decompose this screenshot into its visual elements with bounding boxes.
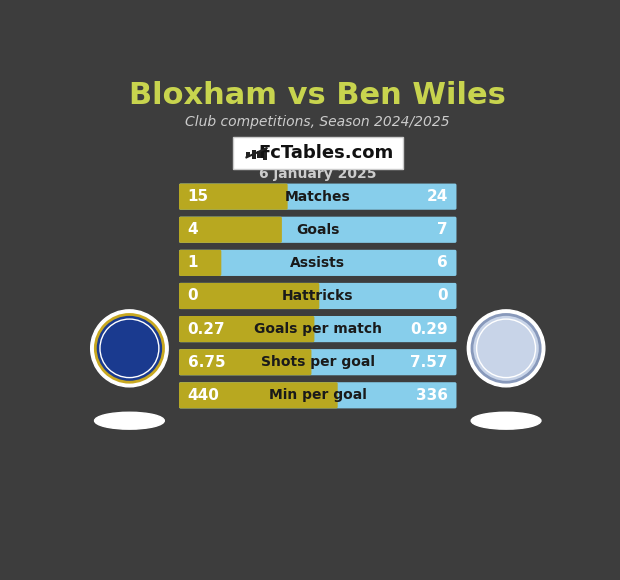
Bar xyxy=(257,151,261,158)
Text: Matches: Matches xyxy=(285,190,351,204)
Text: 7.57: 7.57 xyxy=(410,355,448,369)
FancyBboxPatch shape xyxy=(179,217,282,243)
Text: Shots per goal: Shots per goal xyxy=(261,355,374,369)
FancyBboxPatch shape xyxy=(179,250,456,276)
FancyBboxPatch shape xyxy=(179,349,456,375)
Text: 336: 336 xyxy=(416,388,448,403)
Text: 15: 15 xyxy=(187,189,209,204)
Bar xyxy=(252,150,255,159)
FancyBboxPatch shape xyxy=(179,183,456,210)
FancyBboxPatch shape xyxy=(179,183,288,210)
FancyBboxPatch shape xyxy=(179,283,319,309)
Text: Assists: Assists xyxy=(290,256,345,270)
Text: 6 january 2025: 6 january 2025 xyxy=(259,166,376,180)
FancyBboxPatch shape xyxy=(179,382,338,408)
Bar xyxy=(263,148,267,161)
FancyBboxPatch shape xyxy=(179,250,221,276)
Text: 440: 440 xyxy=(187,388,219,403)
Text: 6: 6 xyxy=(437,255,448,270)
FancyBboxPatch shape xyxy=(179,283,456,309)
Text: 6.75: 6.75 xyxy=(187,355,225,369)
FancyBboxPatch shape xyxy=(179,382,456,408)
Text: 0: 0 xyxy=(437,288,448,303)
Text: 4: 4 xyxy=(187,222,198,237)
FancyBboxPatch shape xyxy=(232,137,403,169)
Text: Goals: Goals xyxy=(296,223,339,237)
Text: Hattricks: Hattricks xyxy=(282,289,353,303)
Circle shape xyxy=(95,314,164,382)
Circle shape xyxy=(467,310,545,387)
Text: Min per goal: Min per goal xyxy=(269,389,366,403)
Circle shape xyxy=(91,310,168,387)
Text: Club competitions, Season 2024/2025: Club competitions, Season 2024/2025 xyxy=(185,115,450,129)
Text: Goals per match: Goals per match xyxy=(254,322,382,336)
Ellipse shape xyxy=(95,412,164,429)
Bar xyxy=(247,152,250,157)
Text: 0.29: 0.29 xyxy=(410,321,448,336)
Text: 0: 0 xyxy=(187,288,198,303)
FancyBboxPatch shape xyxy=(179,349,311,375)
Text: 0.27: 0.27 xyxy=(187,321,225,336)
FancyBboxPatch shape xyxy=(179,316,314,342)
FancyBboxPatch shape xyxy=(179,217,456,243)
Text: 24: 24 xyxy=(427,189,448,204)
Text: 1: 1 xyxy=(187,255,198,270)
Text: Bloxham vs Ben Wiles: Bloxham vs Ben Wiles xyxy=(130,81,506,110)
Ellipse shape xyxy=(471,412,541,429)
Text: FcTables.com: FcTables.com xyxy=(258,144,393,162)
Circle shape xyxy=(472,314,540,382)
Text: 7: 7 xyxy=(437,222,448,237)
FancyBboxPatch shape xyxy=(179,316,456,342)
